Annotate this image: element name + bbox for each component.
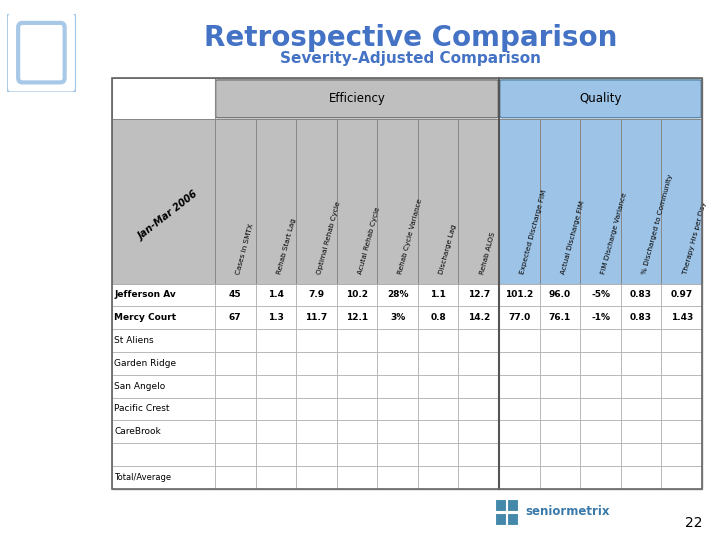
Text: 96.0: 96.0 xyxy=(549,291,571,299)
Text: Jefferson Av: Jefferson Av xyxy=(114,291,176,299)
Text: 14.2: 14.2 xyxy=(467,313,490,322)
Text: Efficiency: Efficiency xyxy=(328,92,385,105)
Bar xyxy=(495,513,505,525)
Text: 11.7: 11.7 xyxy=(305,313,328,322)
Text: Quality: Quality xyxy=(580,92,622,105)
Text: 101.2: 101.2 xyxy=(505,291,534,299)
Text: 67: 67 xyxy=(229,313,241,322)
Text: 1.43: 1.43 xyxy=(670,313,693,322)
Text: Total/Average: Total/Average xyxy=(114,473,171,482)
Text: Jan-Mar 2006: Jan-Mar 2006 xyxy=(137,190,200,242)
Text: Rehab Start Lag: Rehab Start Lag xyxy=(276,218,297,275)
Text: Discharge Lag: Discharge Lag xyxy=(438,224,457,275)
Text: 0.83: 0.83 xyxy=(630,313,652,322)
Text: 10.2: 10.2 xyxy=(346,291,368,299)
Text: FIM Discharge Variance: FIM Discharge Variance xyxy=(600,192,628,275)
Text: 45: 45 xyxy=(229,291,241,299)
Text: seniormetrix: seniormetrix xyxy=(526,505,610,518)
Text: -1%: -1% xyxy=(591,313,610,322)
Text: 1.1: 1.1 xyxy=(431,291,446,299)
Bar xyxy=(508,499,518,511)
Text: 3%: 3% xyxy=(390,313,405,322)
FancyBboxPatch shape xyxy=(18,23,65,83)
Text: 1.3: 1.3 xyxy=(268,313,284,322)
Text: St Aliens: St Aliens xyxy=(114,336,154,345)
Text: -5%: -5% xyxy=(591,291,610,299)
Text: 0.8: 0.8 xyxy=(431,313,446,322)
Text: 28%: 28% xyxy=(387,291,408,299)
Text: San Angelo: San Angelo xyxy=(114,382,166,390)
Text: 0.97: 0.97 xyxy=(670,291,693,299)
Text: 12.7: 12.7 xyxy=(467,291,490,299)
Bar xyxy=(508,513,518,525)
Text: 12.1: 12.1 xyxy=(346,313,368,322)
Text: Expected Discharge FIM: Expected Discharge FIM xyxy=(519,190,548,275)
Text: Mercy Court: Mercy Court xyxy=(114,313,176,322)
Text: Garden Ridge: Garden Ridge xyxy=(114,359,176,368)
Text: Cases In SMTX: Cases In SMTX xyxy=(235,223,255,275)
Text: 1.4: 1.4 xyxy=(268,291,284,299)
Text: Rehab Cycle Variance: Rehab Cycle Variance xyxy=(397,198,423,275)
Text: % Discharged to Community: % Discharged to Community xyxy=(641,174,674,275)
Text: 0.83: 0.83 xyxy=(630,291,652,299)
Text: Actual Discharge FIM: Actual Discharge FIM xyxy=(560,200,585,275)
FancyBboxPatch shape xyxy=(5,11,78,94)
Text: Optimal Rehab Cycle: Optimal Rehab Cycle xyxy=(316,201,342,275)
Text: 77.0: 77.0 xyxy=(508,313,531,322)
Text: Rehab ALOS: Rehab ALOS xyxy=(479,232,496,275)
Text: CareBrook: CareBrook xyxy=(114,427,161,436)
Text: Pacific Crest: Pacific Crest xyxy=(114,404,170,414)
Text: Severity-Adjusted Comparison: Severity-Adjusted Comparison xyxy=(280,51,541,66)
Text: Retrospective Comparison: Retrospective Comparison xyxy=(204,24,617,52)
Text: 22: 22 xyxy=(685,516,702,530)
Bar xyxy=(495,499,505,511)
Text: 7.9: 7.9 xyxy=(308,291,325,299)
Text: Therapy Hrs per Day: Therapy Hrs per Day xyxy=(682,201,707,275)
Text: Acutal Rehab Cycle: Acutal Rehab Cycle xyxy=(357,207,381,275)
Text: 76.1: 76.1 xyxy=(549,313,571,322)
